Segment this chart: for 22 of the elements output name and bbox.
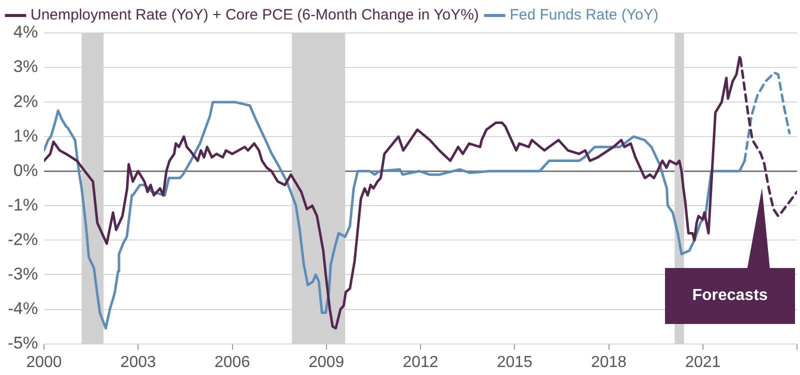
- x-tick-label: 2000: [26, 354, 62, 371]
- y-tick-label: -2%: [8, 230, 38, 249]
- x-tick-label: 2021: [685, 354, 721, 371]
- annotation: Forecasts: [692, 287, 768, 305]
- callout-box: Forecasts: [665, 188, 795, 324]
- legend-label: Fed Funds Rate (YoY): [510, 6, 658, 24]
- y-tick-label: -1%: [8, 195, 38, 214]
- y-tick-label: 0%: [13, 160, 38, 180]
- y-tick-label: 4%: [13, 22, 38, 42]
- x-tick-label: 2015: [496, 354, 533, 371]
- y-tick-label: 2%: [13, 92, 38, 111]
- y-tick-label: -3%: [8, 264, 38, 284]
- y-tick-label: 3%: [13, 57, 38, 76]
- x-tick-label: 2018: [590, 354, 627, 371]
- x-tick-label: 2012: [402, 354, 438, 371]
- y-tick-label: -5%: [8, 333, 38, 352]
- x-tick-label: 2003: [120, 354, 156, 371]
- x-tick-label: 2009: [308, 354, 344, 371]
- legend-label: Unemployment Rate (YoY) + Core PCE (6-Month Change in YoY%): [30, 6, 479, 24]
- y-tick-label: -4%: [8, 298, 38, 318]
- y-tick-label: 1%: [13, 126, 38, 146]
- x-tick-label: 2006: [214, 354, 250, 371]
